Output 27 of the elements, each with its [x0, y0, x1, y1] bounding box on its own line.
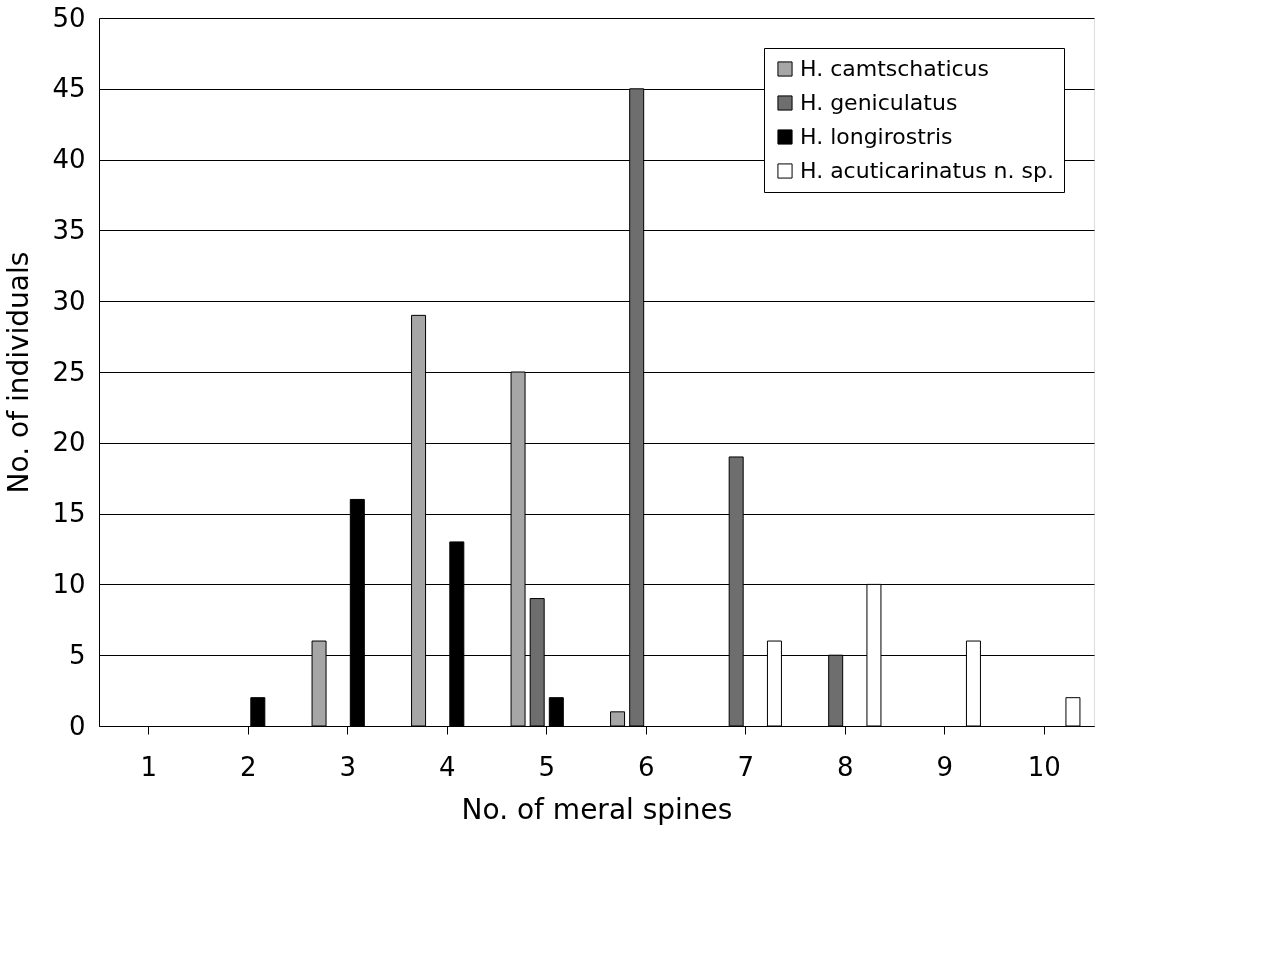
y-tick-label: 40 [52, 144, 86, 175]
x-tick-label: 1 [140, 751, 158, 782]
x-tick-label: 9 [936, 751, 954, 782]
y-tick-label: 20 [52, 427, 86, 458]
y-tick-label: 50 [52, 2, 86, 33]
x-tick-label: 3 [339, 751, 357, 782]
y-tick-label: 30 [52, 285, 86, 316]
y-tick-label: 25 [52, 356, 86, 387]
y-tick-label: 0 [68, 710, 86, 741]
x-axis-title: No. of meral spines [461, 792, 733, 826]
y-tick-label: 15 [52, 498, 86, 529]
legend-label: H. geniculatus [800, 90, 958, 115]
y-tick-label: 5 [68, 639, 86, 670]
y-tick-label: 10 [52, 568, 86, 599]
legend-label: H. acuticarinatus n. sp. [800, 158, 1054, 183]
x-tick-label: 7 [737, 751, 755, 782]
y-tick-label: 35 [52, 214, 86, 245]
x-tick-label: 5 [538, 751, 556, 782]
x-tick-label: 6 [637, 751, 655, 782]
x-tick-label: 8 [836, 751, 854, 782]
y-tick-label: 45 [52, 73, 86, 104]
y-axis-title: No. of individuals [2, 251, 36, 494]
x-tick-label: 2 [239, 751, 257, 782]
legend-label: H. camtschaticus [800, 56, 989, 81]
x-tick-label: 10 [1027, 751, 1061, 782]
x-tick-label: 4 [438, 751, 456, 782]
legend-label: H. longirostris [800, 124, 953, 149]
